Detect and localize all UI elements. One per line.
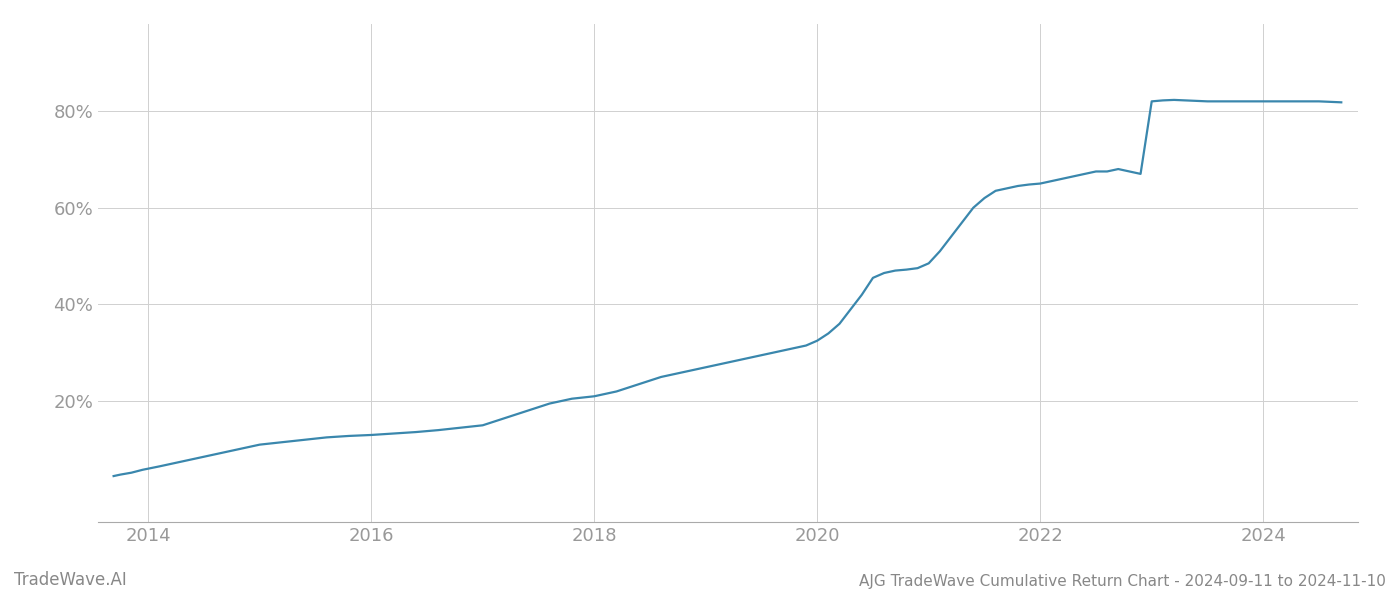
Text: AJG TradeWave Cumulative Return Chart - 2024-09-11 to 2024-11-10: AJG TradeWave Cumulative Return Chart - … — [860, 574, 1386, 589]
Text: TradeWave.AI: TradeWave.AI — [14, 571, 127, 589]
